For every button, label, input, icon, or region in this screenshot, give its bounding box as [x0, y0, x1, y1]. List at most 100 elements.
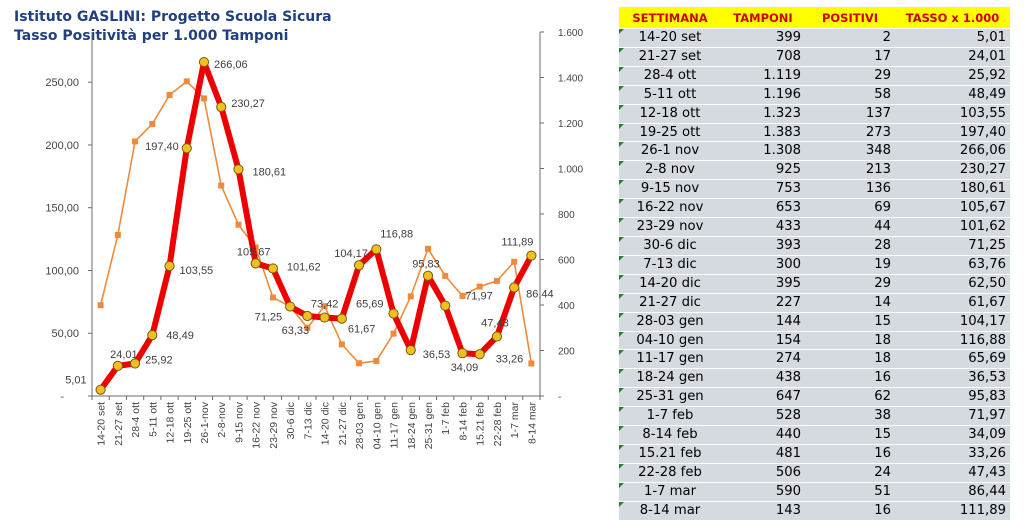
rate-data-label: 24,01 [110, 349, 138, 361]
tasso-cell: 47,43 [895, 462, 1010, 483]
table-row: 11-17 gen 274 18 65,69 [619, 349, 1010, 369]
week-cell: 12-18 ott [619, 103, 721, 124]
y-right-tick-label: 800 [558, 210, 575, 221]
table-row: 30-6 dic 393 28 71,25 [619, 235, 1010, 256]
tasso-cell: 71,25 [895, 235, 1010, 256]
week-cell: 26-1 nov [619, 141, 721, 161]
positivi-cell: 136 [805, 179, 895, 199]
rate-marker [457, 348, 468, 359]
data-labels: 5,01 24,01 25,92 48,49 103,55 197,40 266,06 230… [65, 59, 553, 387]
tamponi-marker [132, 138, 139, 145]
rate-marker [440, 300, 451, 311]
table-row: 14-20 dic 395 29 62,50 [619, 273, 1010, 294]
x-tick-label: 8-14 feb [457, 402, 469, 441]
tamponi-cell: 399 [721, 28, 805, 48]
table-row: 23-29 nov 433 44 101,62 [619, 217, 1010, 237]
rate-data-label: 25,92 [145, 354, 173, 366]
tamponi-marker [476, 283, 483, 290]
table-row: 21-27 dic 227 14 61,67 [619, 292, 1010, 313]
tamponi-marker [459, 292, 466, 299]
table-row: 21-27 set 708 17 24,01 [619, 46, 1010, 67]
table-header-row: SETTIMANA TAMPONI POSITIVI TASSO x 1.000 [619, 7, 1010, 29]
header-tamponi: TAMPONI [721, 7, 805, 29]
week-cell: 21-27 set [619, 46, 721, 67]
x-tick-label: 22-28 feb [492, 402, 504, 447]
header-tasso: TASSO x 1.000 [895, 7, 1010, 29]
tasso-cell: 197,40 [895, 122, 1010, 142]
rate-data-label: 63,33 [282, 325, 310, 337]
rate-marker [371, 244, 382, 255]
rate-marker [181, 143, 192, 154]
x-tick-label: 21-27 dic [337, 402, 349, 445]
tamponi-marker [304, 324, 311, 331]
rate-data-label: 65,69 [356, 299, 384, 311]
rate-marker [129, 358, 141, 369]
rate-data-label: 34,09 [451, 362, 479, 374]
tamponi-marker [201, 95, 207, 102]
table-row: 19-25 ott 1.383 273 197,40 [619, 122, 1010, 142]
y-right-tick-label: - [558, 392, 561, 403]
y-left-tick-label: 50,00 [51, 328, 79, 340]
positivi-cell: 15 [805, 311, 895, 331]
tamponi-cell: 590 [721, 481, 805, 502]
rate-marker [147, 330, 158, 341]
rate-data-label: 111,89 [501, 237, 533, 249]
week-cell: 7-13 dic [619, 254, 721, 275]
tamponi-cell: 1.383 [721, 122, 805, 142]
x-tick-label: 16-22 nov [251, 401, 263, 448]
tamponi-cell: 393 [721, 235, 805, 256]
rate-marker [319, 312, 330, 323]
x-tick-label: 30-6 dic [285, 402, 297, 439]
y-right-tick-label: 1.600 [558, 28, 583, 39]
rate-marker [336, 313, 347, 324]
positivi-cell: 348 [805, 141, 895, 161]
header-settimana: SETTIMANA [619, 7, 721, 29]
positivi-cell: 24 [805, 462, 895, 483]
table-row: 1-7 mar 590 51 86,44 [619, 481, 1010, 502]
y-right-tick-label: 1.200 [558, 119, 583, 130]
tamponi-cell: 144 [721, 311, 805, 331]
table-row: 16-22 nov 653 69 105,67 [619, 198, 1010, 218]
y-left-tick-label: 200,00 [45, 140, 79, 152]
rate-data-label: 47,43 [481, 317, 509, 329]
x-tick-label: 18-24 gen [406, 402, 418, 449]
week-cell: 1-7 mar [619, 481, 721, 502]
rate-marker [491, 331, 503, 342]
rate-data-label: 36,53 [423, 349, 451, 361]
tamponi-cell: 143 [721, 500, 805, 520]
table-row: 14-20 set 399 2 5,01 [619, 28, 1010, 48]
tamponi-cell: 925 [721, 160, 805, 180]
rate-marker [164, 260, 175, 272]
tasso-cell: 61,67 [895, 292, 1010, 313]
tasso-cell: 65,69 [895, 349, 1010, 369]
tamponi-cell: 274 [721, 349, 805, 369]
rate-marker [302, 310, 313, 322]
tamponi-cell: 438 [721, 368, 805, 388]
tasso-cell: 71,97 [895, 406, 1010, 426]
table-row: 1-7 feb 528 38 71,97 [619, 406, 1010, 426]
tasso-cell: 48,49 [895, 84, 1010, 105]
week-cell: 28-03 gen [619, 311, 721, 331]
x-tick-label: 15.21 feb [475, 402, 487, 446]
rate-data-label: 61,67 [348, 324, 376, 336]
week-cell: 19-25 ott [619, 122, 721, 142]
rate-marker [405, 345, 416, 356]
tasso-cell: 116,88 [895, 330, 1010, 350]
rate-data-label: 71,25 [255, 312, 283, 324]
rate-data-label: 86,44 [526, 289, 554, 301]
rate-data-label: 48,49 [166, 330, 194, 342]
tasso-cell: 230,27 [895, 160, 1010, 180]
y-left-tick-label: 100,00 [45, 265, 79, 277]
tamponi-cell: 154 [721, 330, 805, 350]
rate-data-label: 116,88 [380, 228, 413, 240]
tamponi-marker [528, 360, 535, 367]
positivi-cell: 14 [805, 292, 895, 313]
rate-marker [233, 164, 244, 175]
x-tick-label: 26-1-nov [199, 401, 211, 443]
table-row: 9-15 nov 753 136 180,61 [619, 179, 1010, 199]
tasso-cell: 36,53 [895, 368, 1010, 388]
x-tick-label: 14-20 dic [320, 402, 332, 445]
table-row: 25-31 gen 647 62 95,83 [619, 387, 1010, 407]
week-cell: 28-4 ott [619, 65, 721, 86]
tamponi-marker [493, 277, 500, 284]
